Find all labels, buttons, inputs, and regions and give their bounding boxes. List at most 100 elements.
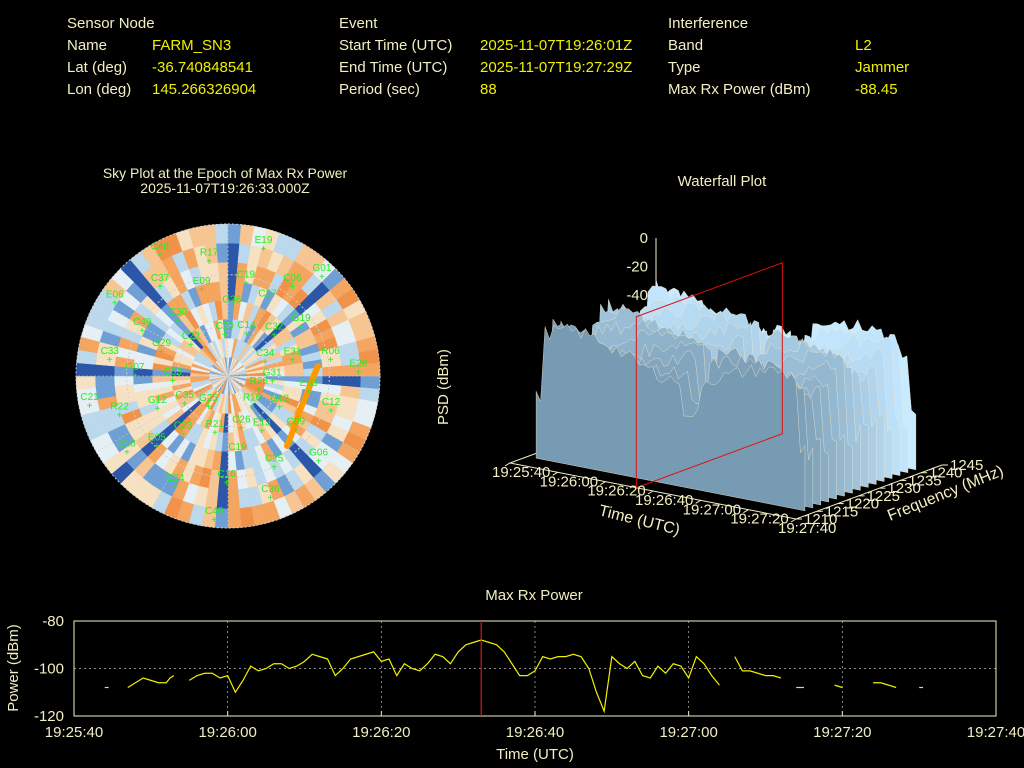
satellite-plus: + [212, 428, 218, 439]
power-series-1 [127, 675, 175, 689]
power-chart: 19:25:40 19:26:00 19:26:20 19:26:40 19:27:00… [5, 613, 1024, 763]
satellite-plus: + [316, 456, 322, 467]
satellite-marker: +C26 [232, 415, 251, 435]
power-xlabel: Time (UTC) [496, 746, 574, 763]
interference-band-label: Band [668, 37, 704, 54]
satellite-plus: + [107, 355, 113, 366]
time-tick-label: 19:26:40 [635, 492, 693, 509]
satellite-label: C32 [265, 321, 284, 332]
sensor-lat-label: Lat (deg) [67, 59, 128, 76]
satellite-marker: +R21 [206, 419, 225, 439]
x-tick-label: 19:26:40 [506, 724, 564, 741]
satellite-marker: +G12 [148, 395, 167, 415]
satellite-marker: +C37 [151, 273, 170, 293]
event-period-value: 88 [480, 81, 497, 98]
satellite-marker: +C49 [133, 317, 152, 337]
satellite-label: G01 [312, 263, 331, 274]
satellite-marker: +C22 [182, 331, 201, 351]
satellite-label: E19 [255, 235, 273, 246]
sky-cell [113, 375, 134, 387]
satellite-marker: +C09 [287, 416, 306, 436]
freq-tick-label: 1225 [867, 488, 900, 505]
sky-cell [94, 364, 115, 377]
satellite-plus: + [199, 285, 205, 296]
satellite-marker: +R22 [110, 402, 129, 422]
satellite-plus: + [238, 424, 244, 435]
y-tick-label: -80 [42, 613, 64, 630]
satellite-plus: + [267, 493, 273, 504]
satellite-marker: +E06 [106, 290, 124, 310]
satellite-plus: + [271, 330, 277, 341]
satellite-label: C22 [182, 331, 201, 342]
sensor-name-value: FARM_SN3 [152, 37, 232, 54]
freq-tick-label: 1220 [846, 496, 879, 513]
satellite-plus: + [124, 447, 130, 458]
satellite-label: C40 [205, 506, 224, 517]
sensor-heading: Sensor Node [67, 15, 155, 32]
time-tick [600, 481, 606, 486]
satellite-marker: +C48 [151, 242, 170, 262]
satellite-marker: +C19 [228, 442, 247, 462]
satellite-plus: + [154, 442, 160, 453]
freq-tick-label: 1230 [887, 480, 920, 497]
satellite-marker: +G06 [309, 447, 328, 467]
satellite-label: G29 [152, 338, 171, 349]
power-title: Max Rx Power [485, 587, 583, 604]
satellite-label: C16 [217, 469, 236, 480]
waterfall-marker-plane [635, 262, 783, 489]
sky-cell [217, 261, 229, 282]
time-tick [647, 490, 654, 495]
time-tick-label: 19:26:20 [587, 483, 645, 500]
waterfall-plot: 0-20-40-60-80-100-12019:25:4019:26:0019:… [435, 230, 1006, 539]
time-tick-label: 19:27:00 [683, 501, 741, 518]
satellite-label: R06 [321, 346, 340, 357]
event-period-label: Period (sec) [339, 81, 420, 98]
satellite-label: C21 [80, 392, 99, 403]
sky-cell [75, 375, 96, 390]
satellite-marker: +E18 [118, 438, 136, 458]
interference-power-value: -88.45 [855, 81, 898, 98]
satellite-label: E34 [167, 473, 185, 484]
satellite-marker: +E19 [255, 235, 273, 255]
z-tick-label: -40 [626, 287, 648, 304]
satellite-label: C48 [151, 242, 170, 253]
satellite-label: C26 [232, 415, 251, 426]
satellite-plus: + [306, 387, 312, 398]
satellite-plus: + [261, 244, 267, 255]
satellite-plus: + [319, 272, 325, 283]
sky-spoke [227, 299, 360, 377]
satellite-label: E31 [284, 347, 302, 358]
time-tick [695, 499, 701, 504]
satellite-marker: +R26 [250, 376, 269, 396]
sky-subtitle: 2025-11-07T19:26:33.000Z [140, 180, 310, 196]
satellite-marker: +G13 [270, 393, 289, 413]
satellite-marker: +C33 [101, 346, 120, 366]
satellite-marker: +C30 [169, 307, 188, 327]
satellite-label: C33 [101, 346, 120, 357]
satellite-plus: + [175, 316, 181, 327]
satellite-plus: + [328, 406, 334, 417]
satellite-marker: +G31 [263, 367, 282, 387]
satellite-label: E06 [106, 290, 124, 301]
sky-spoke [227, 244, 305, 377]
satellite-plus: + [265, 298, 271, 309]
satellite-marker: +C32 [265, 321, 284, 341]
satellite-marker: +R06 [321, 346, 340, 366]
satellite-marker: +G25 [199, 393, 218, 413]
satellite-marker: +C27 [258, 289, 277, 309]
satellite-plus: + [117, 411, 123, 422]
satellite-marker: +E09 [193, 276, 211, 296]
sky-title: Sky Plot at the Epoch of Max Rx Power [102, 165, 348, 181]
interference-power-label: Max Rx Power (dBm) [668, 81, 811, 98]
satellite-marker: +E03 [300, 378, 318, 398]
satellite-label: R26 [250, 376, 269, 387]
y-tick-label: -100 [34, 661, 64, 678]
satellite-label: G12 [148, 395, 167, 406]
interference-type-value: Jammer [855, 59, 910, 76]
time-tick [743, 509, 749, 514]
sky-spoke [227, 375, 360, 453]
satellite-label: E03 [300, 378, 318, 389]
sensor-lat-value: -36.740848541 [152, 59, 253, 76]
satellite-plus: + [259, 427, 265, 438]
satellite-label: R16 [243, 392, 262, 403]
